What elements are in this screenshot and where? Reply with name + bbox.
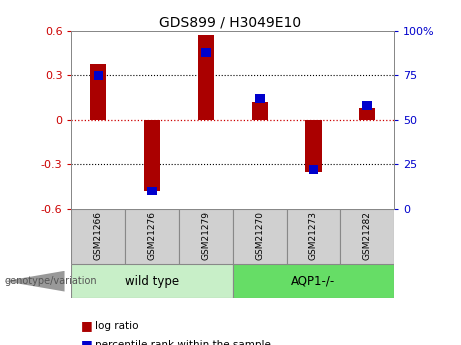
Bar	[125, 209, 179, 264]
Bar	[252, 102, 268, 120]
Bar	[94, 71, 103, 80]
Text: GSM21266: GSM21266	[94, 211, 103, 260]
Text: ■: ■	[81, 338, 92, 345]
Text: GSM21273: GSM21273	[309, 211, 318, 260]
Text: GSM21282: GSM21282	[363, 211, 372, 260]
Text: ■: ■	[81, 319, 92, 333]
Text: GSM21276: GSM21276	[148, 211, 157, 260]
Text: GSM21279: GSM21279	[201, 211, 210, 260]
Bar	[340, 209, 394, 264]
Text: genotype/variation: genotype/variation	[5, 276, 97, 286]
Bar	[233, 264, 394, 298]
Bar	[309, 165, 318, 174]
Bar	[179, 209, 233, 264]
Text: percentile rank within the sample: percentile rank within the sample	[95, 340, 271, 345]
Text: GDS899 / H3049E10: GDS899 / H3049E10	[160, 16, 301, 30]
Text: AQP1-/-: AQP1-/-	[291, 275, 336, 288]
Bar	[201, 48, 211, 57]
Bar	[362, 101, 372, 110]
Bar	[198, 36, 214, 120]
Bar	[90, 63, 106, 120]
Bar	[71, 264, 233, 298]
Text: GSM21270: GSM21270	[255, 211, 264, 260]
Polygon shape	[5, 271, 65, 292]
Text: log ratio: log ratio	[95, 321, 138, 331]
Bar	[148, 187, 157, 195]
Text: wild type: wild type	[125, 275, 179, 288]
Bar	[144, 120, 160, 191]
Bar	[287, 209, 340, 264]
Bar	[305, 120, 321, 172]
Bar	[233, 209, 287, 264]
Bar	[359, 108, 375, 120]
Bar	[71, 209, 125, 264]
Bar	[255, 94, 265, 103]
